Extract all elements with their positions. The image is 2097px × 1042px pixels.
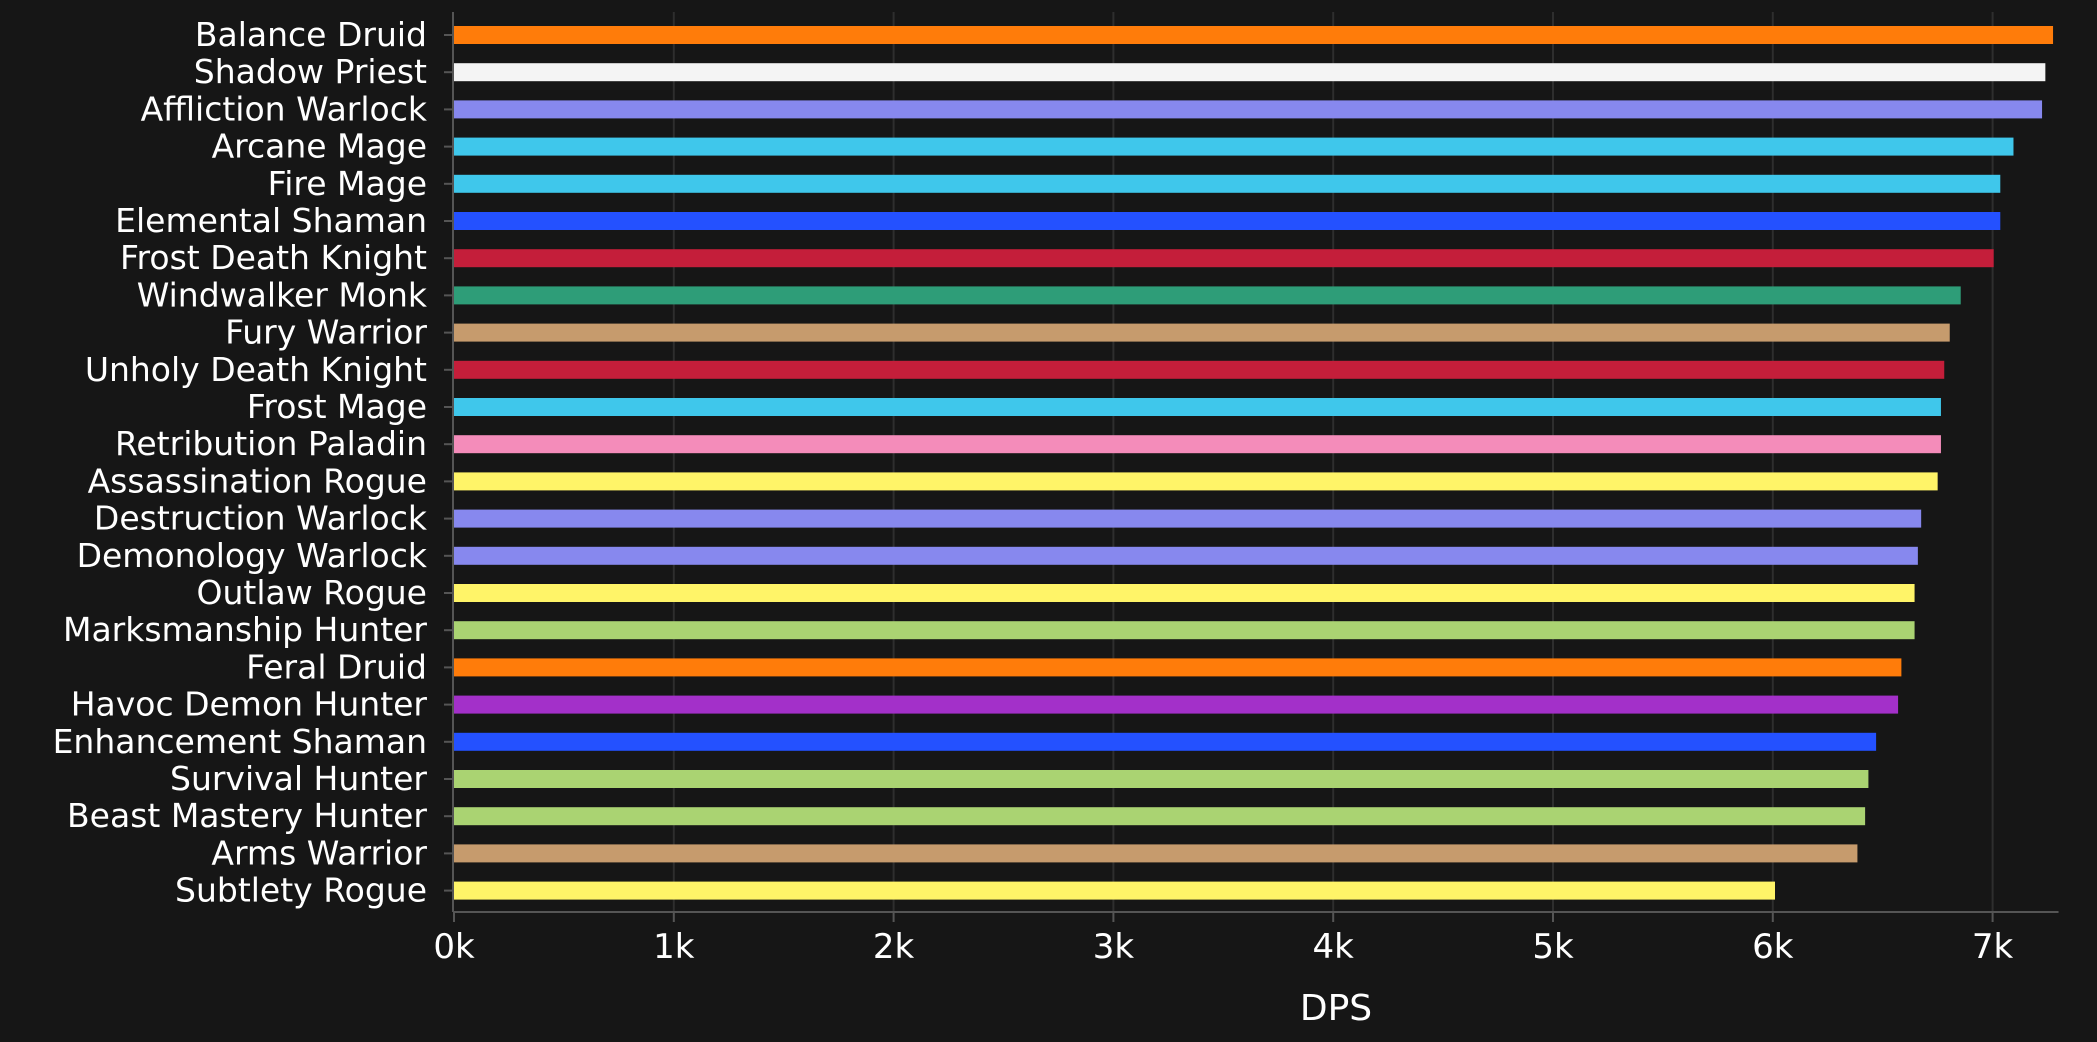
category-label: Windwalker Monk — [137, 275, 428, 314]
category-label: Destruction Warlock — [94, 499, 428, 538]
bar — [454, 658, 1902, 677]
category-label: Feral Druid — [246, 647, 427, 686]
x-tick-label: 0k — [433, 927, 475, 967]
category-label: Elemental Shaman — [115, 201, 427, 240]
category-label: Fury Warrior — [225, 313, 427, 352]
category-label: Beast Mastery Hunter — [67, 796, 427, 835]
category-label: Fire Mage — [268, 164, 427, 203]
category-label: Havoc Demon Hunter — [71, 685, 428, 724]
x-tick-label: 1k — [653, 927, 695, 967]
bar — [454, 844, 1858, 863]
bar — [454, 360, 1945, 379]
category-label: Frost Mage — [247, 387, 427, 426]
category-label: Unholy Death Knight — [85, 350, 427, 389]
bar — [454, 621, 1915, 640]
bar — [454, 509, 1922, 528]
bar — [454, 546, 1918, 565]
bar — [454, 26, 2054, 44]
x-tick-label: 3k — [1093, 927, 1135, 967]
category-label: Shadow Priest — [194, 52, 427, 91]
category-label: Demonology Warlock — [77, 536, 428, 575]
category-label: Survival Hunter — [170, 759, 427, 798]
category-label: Arms Warrior — [211, 833, 427, 872]
bar — [454, 881, 1775, 900]
category-label: Marksmanship Hunter — [63, 610, 427, 649]
x-axis-title: DPS — [1300, 988, 1372, 1029]
bar — [454, 286, 1961, 305]
bar — [454, 807, 1866, 826]
bar — [454, 435, 1941, 454]
bar — [454, 584, 1915, 602]
bar — [454, 323, 1950, 342]
bar — [454, 100, 2043, 119]
tick-labels: 0k 1k 2k 3k 4k 5k 6k 7k — [433, 927, 2013, 967]
bar — [454, 732, 1877, 751]
x-tick-label: 5k — [1532, 927, 1574, 967]
category-label: Subtlety Rogue — [175, 871, 427, 910]
category-label: Retribution Paladin — [115, 424, 427, 463]
x-tick-label: 4k — [1313, 927, 1355, 967]
category-label: Assassination Rogue — [88, 461, 427, 500]
axes — [444, 12, 2059, 922]
category-label: Balance Druid — [195, 15, 427, 54]
bar — [454, 770, 1869, 788]
bar — [454, 695, 1899, 714]
bar — [454, 398, 1941, 416]
bar — [454, 249, 1994, 268]
bars — [454, 26, 2054, 900]
x-tick-label: 6k — [1752, 927, 1794, 967]
x-tick-label: 7k — [1972, 927, 2014, 967]
bar — [454, 174, 2001, 193]
bar — [454, 63, 2046, 82]
category-label: Enhancement Shaman — [53, 722, 427, 761]
bar — [454, 137, 2014, 156]
x-tick-label: 2k — [873, 927, 915, 967]
category-label: Arcane Mage — [212, 127, 427, 166]
category-label: Outlaw Rogue — [196, 573, 427, 612]
bar — [454, 472, 1938, 491]
bar — [454, 212, 2001, 230]
category-label: Affliction Warlock — [141, 89, 428, 128]
category-label: Frost Death Knight — [120, 238, 427, 277]
grid-lines — [672, 12, 1994, 912]
